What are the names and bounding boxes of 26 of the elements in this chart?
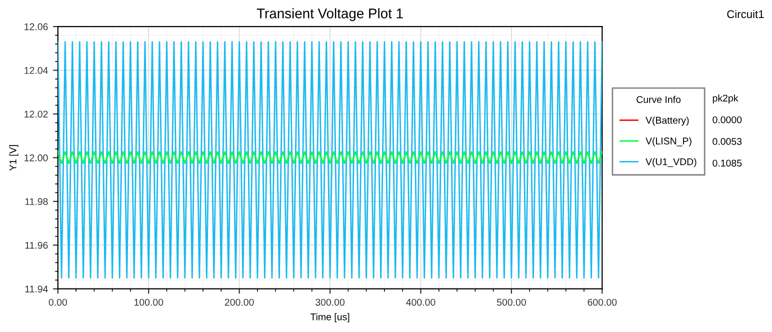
legend-label: V(Battery): [646, 116, 689, 126]
y-tick-label: 11.98: [25, 198, 48, 206]
y-axis-title: Y1 [V]: [9, 145, 18, 171]
y-tick-label: 12.04: [24, 67, 48, 74]
x-tick-label: 200.00: [224, 298, 254, 306]
y-tick-label: 11.94: [25, 286, 48, 292]
legend-label: V(LISN_P): [646, 137, 692, 146]
y-tick-label: 12.00: [24, 154, 48, 162]
chart-title: Transient Voltage Plot 1: [256, 8, 403, 22]
x-tick-label: 600.00: [588, 298, 617, 306]
x-tick-label: 100.00: [134, 298, 164, 306]
legend-title: Curve Info: [636, 96, 681, 103]
x-tick-label: 500.00: [496, 298, 526, 306]
y-tick-label: 12.06: [24, 23, 48, 30]
y-tick-label: 12.02: [24, 110, 48, 118]
x-tick-label: 0.00: [48, 298, 67, 306]
x-tick-label: 300.00: [316, 298, 345, 306]
y-tick-label: 11.96: [25, 242, 48, 249]
x-axis-title: Time [us]: [310, 313, 350, 322]
text: 0.1085: [712, 160, 742, 167]
legend-label: V(U1_VDD): [646, 158, 696, 168]
text: Circuit1: [727, 10, 764, 18]
text: 0.0000: [712, 116, 742, 124]
text: 0.0053: [712, 138, 742, 145]
text: pk2pk: [712, 94, 738, 104]
x-tick-label: 400.00: [406, 298, 436, 306]
